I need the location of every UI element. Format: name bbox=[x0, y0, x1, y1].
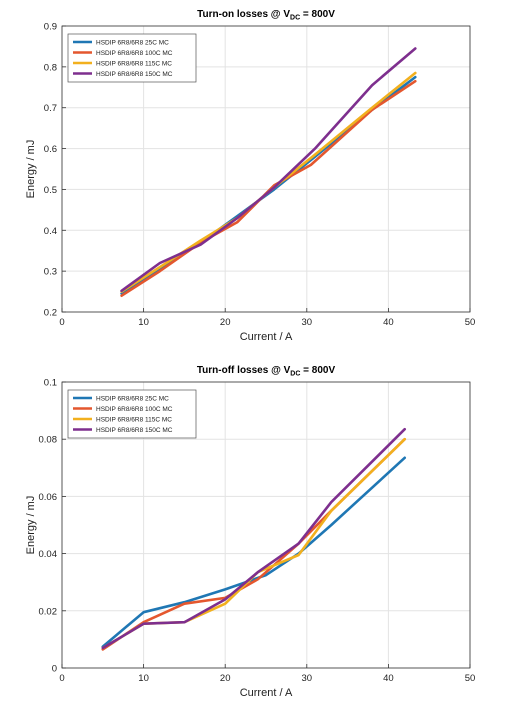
chart-title: Turn-on losses @ VDC = 800V bbox=[197, 9, 335, 22]
legend-label-1: HSDIP 6R8/6R8 100C MC bbox=[96, 406, 173, 413]
y-tick-label: 0 bbox=[52, 664, 57, 675]
x-tick-label: 30 bbox=[302, 673, 313, 684]
x-tick-label: 40 bbox=[383, 317, 394, 328]
y-tick-label: 0.9 bbox=[44, 22, 57, 33]
y-tick-label: 0.3 bbox=[44, 267, 57, 278]
y-axis-label: Energy / mJ bbox=[25, 496, 37, 555]
legend-label-0: HSDIP 6R8/6R8 25C MC bbox=[96, 39, 169, 46]
chart-title-tail: = 800V bbox=[300, 9, 335, 20]
x-tick-label: 10 bbox=[138, 673, 149, 684]
series-line-3 bbox=[120, 47, 417, 293]
y-tick-label: 0.2 bbox=[44, 308, 57, 319]
legend-label-0: HSDIP 6R8/6R8 25C MC bbox=[96, 395, 169, 402]
chart-title-tail: = 800V bbox=[300, 365, 335, 376]
y-tick-label: 0.8 bbox=[44, 62, 57, 73]
y-tick-label: 0.08 bbox=[39, 435, 58, 446]
legend-label-2: HSDIP 6R8/6R8 115C MC bbox=[96, 416, 172, 423]
x-tick-label: 20 bbox=[220, 673, 231, 684]
legend-label-3: HSDIP 6R8/6R8 150C MC bbox=[96, 427, 173, 434]
chart-title-subscript: DC bbox=[290, 371, 300, 378]
x-tick-label: 0 bbox=[59, 317, 64, 328]
legend-label-3: HSDIP 6R8/6R8 150C MC bbox=[96, 71, 173, 78]
legend: HSDIP 6R8/6R8 25C MC HSDIP 6R8/6R8 100C M… bbox=[67, 33, 197, 83]
x-tick-label: 10 bbox=[138, 317, 149, 328]
plot-frame bbox=[61, 25, 471, 313]
x-tick-label: 20 bbox=[220, 317, 231, 328]
legend-label-1: HSDIP 6R8/6R8 100C MC bbox=[96, 50, 173, 57]
y-tick-label: 0.04 bbox=[39, 549, 58, 560]
plot-frame bbox=[61, 381, 471, 669]
y-tick-label: 0.1 bbox=[44, 378, 57, 389]
y-tick-label: 0.06 bbox=[39, 492, 58, 503]
legend: HSDIP 6R8/6R8 25C MC HSDIP 6R8/6R8 100C M… bbox=[67, 389, 197, 439]
y-tick-label: 0.7 bbox=[44, 103, 57, 114]
turn-off-losses-chart: Turn-off losses @ VDC = 800V 0 10 20 30 40 50 0… bbox=[25, 365, 476, 699]
x-tick-label: 50 bbox=[465, 317, 476, 328]
x-axis-label: Current / A bbox=[240, 331, 293, 343]
series-line-3 bbox=[101, 427, 407, 650]
x-tick-label: 30 bbox=[302, 317, 313, 328]
y-tick-label: 0.4 bbox=[44, 226, 57, 237]
x-tick-label: 40 bbox=[383, 673, 394, 684]
x-tick-label: 50 bbox=[465, 673, 476, 684]
y-tick-label: 0.6 bbox=[44, 144, 57, 155]
x-tick-label: 0 bbox=[59, 673, 64, 684]
y-tick-label: 0.5 bbox=[44, 185, 57, 196]
y-tick-label: 0.02 bbox=[39, 606, 58, 617]
legend-label-2: HSDIP 6R8/6R8 115C MC bbox=[96, 60, 172, 67]
chart-title: Turn-off losses @ VDC = 800V bbox=[197, 365, 336, 378]
chart-title-main: Turn-off losses @ V bbox=[197, 365, 291, 376]
turn-on-losses-chart: Turn-on losses @ VDC = 800V 0 10 20 30 40 50 0.… bbox=[25, 9, 476, 343]
x-axis-label: Current / A bbox=[240, 687, 293, 699]
y-axis-label: Energy / mJ bbox=[25, 140, 37, 199]
chart-title-main: Turn-on losses @ V bbox=[197, 9, 290, 20]
chart-title-subscript: DC bbox=[290, 15, 300, 22]
